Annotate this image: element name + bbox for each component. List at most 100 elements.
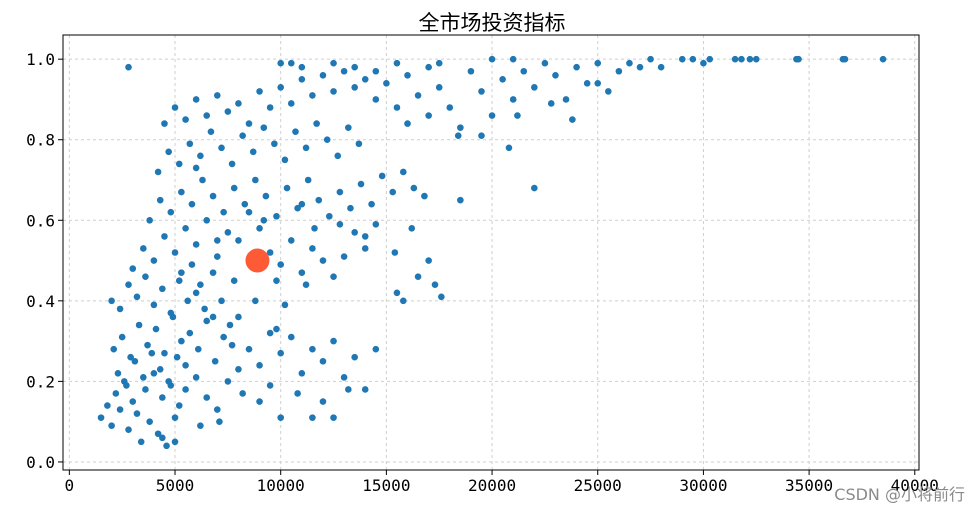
scatter-point	[454, 132, 462, 139]
scatter-point	[201, 305, 208, 313]
scatter-point	[262, 192, 270, 200]
scatter-point	[228, 341, 236, 349]
scatter-point	[192, 241, 200, 248]
y-tick-label: 1.0	[26, 50, 55, 69]
scatter-point	[879, 55, 887, 63]
scatter-point	[514, 112, 521, 119]
scatter-point	[108, 297, 115, 305]
scatter-point	[266, 329, 274, 337]
scatter-point	[393, 59, 401, 67]
scatter-point	[123, 382, 130, 389]
scatter-point	[357, 180, 365, 188]
scatter-point	[457, 124, 464, 131]
scatter-point	[425, 63, 432, 71]
scatter-point	[213, 237, 221, 244]
scatter-point	[368, 200, 375, 208]
scatter-point	[509, 96, 517, 103]
scatter-point	[148, 349, 156, 357]
scatter-point	[378, 172, 386, 180]
scatter-point	[131, 357, 139, 365]
scatter-point	[266, 249, 274, 256]
scatter-point	[140, 374, 147, 381]
scatter-point	[188, 261, 196, 268]
x-tick-label: 25000	[574, 476, 622, 495]
scatter-point	[277, 84, 284, 91]
scatter-point	[414, 92, 422, 99]
scatter-point	[203, 112, 211, 119]
scatter-point	[547, 100, 555, 107]
scatter-point	[505, 144, 513, 152]
scatter-point	[287, 59, 295, 67]
scatter-point	[266, 104, 274, 111]
scatter-point	[399, 297, 407, 305]
x-tick-label: 20000	[468, 476, 516, 495]
scatter-point	[414, 273, 422, 280]
scatter-point	[302, 281, 310, 289]
scatter-points	[97, 55, 887, 450]
x-tick-label: 40000	[891, 476, 939, 495]
scatter-point	[118, 333, 126, 341]
scatter-point	[144, 341, 151, 349]
scatter-point	[192, 289, 200, 297]
scatter-point	[594, 59, 602, 67]
scatter-point	[323, 136, 331, 144]
scatter-point	[626, 59, 633, 67]
scatter-point	[156, 366, 164, 373]
scatter-point	[230, 184, 238, 192]
scatter-point	[241, 200, 249, 208]
scatter-point	[252, 297, 259, 305]
scatter-point	[159, 394, 166, 401]
scatter-point	[142, 273, 149, 280]
scatter-point	[209, 313, 217, 321]
scatter-point	[841, 55, 849, 63]
scatter-point	[478, 88, 485, 95]
scatter-point	[319, 398, 327, 405]
scatter-point	[256, 225, 263, 232]
scatter-point	[330, 273, 337, 280]
scatter-point	[171, 414, 179, 421]
scatter-point	[361, 386, 369, 393]
scatter-point	[347, 204, 354, 212]
scatter-point	[256, 398, 263, 405]
scatter-point	[345, 386, 352, 393]
x-axis-ticks: 0 5000 10000 15000 20000 25000 30000 35000 40000	[65, 470, 939, 495]
scatter-point	[425, 112, 432, 119]
scatter-point	[435, 59, 443, 67]
scatter-point	[330, 337, 337, 345]
scatter-point	[746, 55, 754, 63]
scatter-point	[167, 309, 175, 317]
scatter-point	[287, 237, 295, 244]
scatter-point	[689, 55, 697, 63]
scatter-point	[216, 418, 223, 425]
scatter-point	[140, 245, 147, 252]
scatter-point	[294, 390, 301, 397]
scatter-point	[309, 345, 316, 353]
scatter-point	[361, 76, 369, 83]
scatter-point	[294, 204, 301, 212]
plot-frame	[62, 34, 920, 471]
scatter-point	[372, 221, 380, 228]
scatter-point	[209, 192, 217, 200]
scatter-point	[281, 156, 289, 164]
x-tick-label: 5000	[156, 476, 195, 495]
scatter-point	[273, 212, 280, 220]
scatter-point	[165, 148, 172, 156]
scatter-point	[239, 390, 246, 397]
watermark: CSDN @小将前行	[834, 485, 965, 504]
scatter-point	[298, 76, 306, 83]
scatter-point	[178, 269, 185, 276]
scatter-point	[161, 120, 168, 127]
scatter-point	[133, 293, 141, 301]
scatter-point	[209, 269, 217, 276]
scatter-point	[678, 55, 686, 63]
scatter-point	[404, 120, 411, 127]
scatter-point	[133, 410, 141, 417]
scatter-point	[319, 71, 327, 79]
scatter-point	[435, 84, 443, 91]
scatter-point	[408, 225, 416, 232]
scatter-point	[298, 63, 306, 71]
scatter-point	[182, 116, 189, 123]
scatter-point	[256, 361, 263, 369]
x-tick-label: 30000	[679, 476, 727, 495]
scatter-point	[752, 55, 760, 63]
